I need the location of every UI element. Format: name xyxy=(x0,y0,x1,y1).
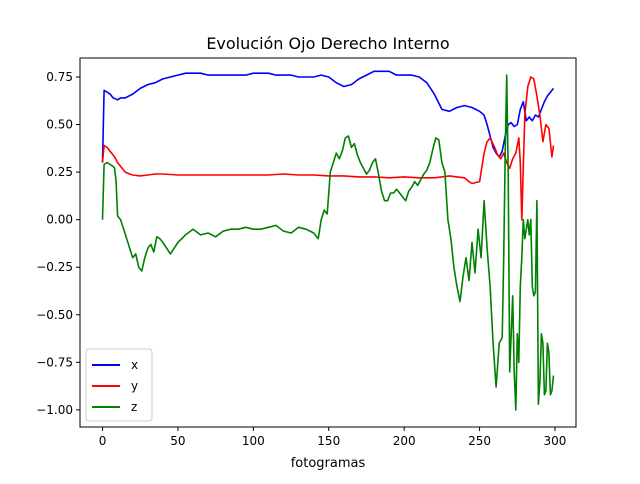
y-tick-label: −1.00 xyxy=(36,403,73,417)
legend-label-x: x xyxy=(131,358,138,372)
x-tick-label: 100 xyxy=(242,434,265,448)
y-tick-label: 0.25 xyxy=(46,165,73,179)
y-tick-label: −0.50 xyxy=(36,308,73,322)
series-line-x xyxy=(101,70,555,163)
x-axis-ticks: 0 50 100 150 200 250 300 xyxy=(99,427,567,448)
axes-frame xyxy=(79,57,577,428)
series-line-z xyxy=(101,74,555,411)
series-layer xyxy=(101,70,555,411)
legend: xyz xyxy=(85,348,153,422)
x-tick-label: 200 xyxy=(393,434,416,448)
y-tick-label: −0.25 xyxy=(36,260,73,274)
legend-label-y: y xyxy=(131,379,138,393)
x-tick-label: 150 xyxy=(317,434,340,448)
chart-title: Evolución Ojo Derecho Interno xyxy=(206,34,449,53)
y-tick-label: 0.75 xyxy=(46,70,73,84)
x-axis-label: fotogramas xyxy=(291,456,366,471)
legend-label-z: z xyxy=(131,400,137,414)
y-axis-ticks: −1.00 −0.75 −0.50 −0.25 0.00 0.25 0.50 0.75 xyxy=(36,70,80,417)
x-tick-label: 0 xyxy=(99,434,107,448)
series-line-y xyxy=(101,76,555,221)
y-tick-label: 0.00 xyxy=(46,213,73,227)
x-tick-label: 250 xyxy=(468,434,491,448)
x-tick-label: 50 xyxy=(170,434,185,448)
y-tick-label: 0.50 xyxy=(46,118,73,132)
x-tick-label: 300 xyxy=(544,434,567,448)
y-tick-label: −0.75 xyxy=(36,355,73,369)
